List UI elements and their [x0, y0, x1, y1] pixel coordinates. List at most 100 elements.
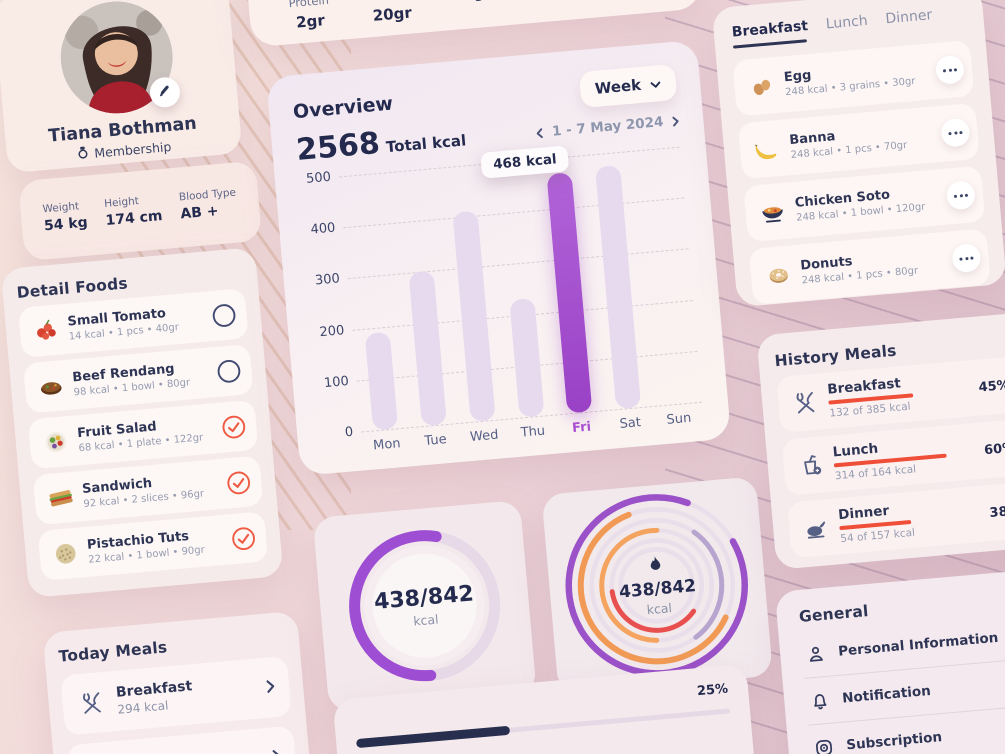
y-axis-label: 300: [314, 271, 341, 289]
stat-value: AB +: [179, 203, 220, 223]
nutrient-summary-card: Protein2grCabs20gr15gr0.3gr20gr: [241, 0, 703, 48]
nutrient-item: Cabs20gr: [370, 0, 412, 25]
food-row[interactable]: Sandwich 92 kcal • 2 slices • 96gr: [32, 455, 264, 526]
egg-icon: [744, 71, 780, 101]
history-row[interactable]: Lunch 314 of 164 kcal 60%: [781, 418, 1005, 496]
y-axis-label: 500: [305, 169, 332, 187]
next-week-button[interactable]: [672, 115, 680, 127]
x-label-tue: Tue: [423, 432, 448, 450]
meal-name: Lunch: [122, 749, 273, 754]
overview-card: Overview 2568 Total kcal Week 1 - 7 May 2…: [265, 39, 732, 476]
checkbox-unchecked[interactable]: [215, 357, 242, 384]
stat-label: Height: [103, 195, 140, 211]
meal-tabs: Breakfast Lunch Dinner: [731, 4, 966, 48]
gauge-value: 438/842: [618, 575, 697, 603]
food-row[interactable]: Pistachio Tuts 22 kcal • 1 bowl • 90gr: [37, 511, 269, 581]
overview-total-label: Total kcal: [385, 131, 467, 157]
more-options-button[interactable]: [945, 180, 977, 211]
y-axis-label: 200: [318, 322, 345, 340]
stat-label: Weight: [42, 200, 80, 216]
tab-breakfast[interactable]: Breakfast: [731, 18, 809, 49]
history-meals-list: Breakfast 132 of 385 kcal 45% Lunch 314 of 1…: [776, 355, 1005, 559]
bar-wed[interactable]: [452, 210, 496, 422]
donut-icon: [760, 260, 796, 290]
bar-tue[interactable]: [408, 271, 447, 427]
meal-item-row[interactable]: Egg 248 kcal • 3 grains • 30gr: [732, 40, 975, 117]
more-options-button[interactable]: [934, 54, 966, 86]
burn-rings: [565, 494, 748, 677]
tomato-icon: [29, 315, 63, 346]
avatar: [55, 0, 181, 119]
meal-item-row[interactable]: Donuts 248 kcal • 1 pcs • 80gr: [748, 228, 991, 305]
edit-profile-button[interactable]: [148, 76, 181, 109]
meal-item-text: Chicken Soto 248 kcal • 1 bowl • 120gr: [794, 183, 948, 224]
bar-fri[interactable]: [546, 172, 593, 414]
checkbox-unchecked[interactable]: [210, 301, 237, 328]
food-row[interactable]: Fruit Salad 68 kcal • 1 plate • 122gr: [27, 399, 259, 470]
avatar-photo: [55, 0, 177, 119]
nutrient-value: 2gr: [295, 11, 326, 32]
weekly-calories-chart: 0 100 200 300 400 500 468 kcal Mon Tue Wed Thu Fri…: [299, 145, 707, 469]
checkbox-checked[interactable]: [230, 525, 257, 552]
meal-text: Breakfast 294 kcal: [115, 672, 267, 717]
general-item-label: Notification: [841, 682, 932, 707]
bar-mon[interactable]: [364, 331, 398, 431]
tab-lunch[interactable]: Lunch: [825, 13, 869, 41]
x-label-mon: Mon: [372, 436, 402, 454]
food-row[interactable]: Small Tomato 14 kcal • 1 pcs • 40gr: [18, 288, 249, 358]
food-text: Fruit Salad 68 kcal • 1 plate • 122gr: [77, 414, 223, 454]
prev-week-button[interactable]: [536, 127, 544, 139]
checkbox-checked[interactable]: [225, 469, 252, 496]
x-label-sun: Sun: [665, 410, 692, 428]
burn-rings-card: 438/842 kcal: [541, 476, 774, 695]
person-icon: [801, 642, 829, 665]
detail-foods-card: Detail Foods Small Tomato 14 kcal • 1 pcs…: [0, 247, 284, 599]
nutrient-item: 15gr: [452, 0, 494, 18]
period-selector[interactable]: Week: [578, 63, 678, 109]
general-list: Personal Information Notification Subscrip…: [800, 611, 1005, 754]
tab-dinner[interactable]: Dinner: [885, 7, 934, 35]
overview-title: Overview: [292, 92, 394, 124]
history-percent: 38%: [988, 502, 1005, 521]
history-row[interactable]: Breakfast 132 of 385 kcal 45%: [776, 355, 1005, 433]
food-text: Beef Rendang 98 kcal • 1 bowl • 80gr: [72, 358, 218, 399]
today-meal-row[interactable]: Lunch: [66, 725, 298, 754]
general-item-label: Subscription: [845, 729, 943, 754]
stat-label: Blood Type: [178, 186, 237, 204]
x-label-wed: Wed: [469, 427, 500, 446]
gauge-value: 438/842: [373, 580, 475, 615]
general-item-label: Personal Information: [837, 629, 999, 660]
today-meal-row[interactable]: Breakfast 294 kcal: [60, 655, 292, 736]
period-label: Week: [594, 75, 642, 98]
meal-item-row[interactable]: Chicken Soto 248 kcal • 1 bowl • 120gr: [743, 165, 986, 243]
bars-container: [339, 147, 702, 432]
beef-icon: [34, 371, 68, 402]
more-options-button[interactable]: [940, 117, 971, 148]
food-row[interactable]: Beef Rendang 98 kcal • 1 bowl • 80gr: [23, 343, 254, 414]
pistachio-icon: [49, 538, 83, 569]
nutrient-item: 20gr: [620, 0, 662, 3]
more-options-button[interactable]: [951, 242, 982, 274]
general-item-subscription[interactable]: Subscription: [808, 703, 1005, 754]
nutrient-row: Protein2grCabs20gr15gr0.3gr20gr: [288, 0, 662, 32]
meal-item-text: Donuts 248 kcal • 1 pcs • 80gr: [800, 245, 954, 286]
banana-icon: [749, 134, 785, 165]
chevron-right-icon: [265, 678, 276, 698]
history-percent: 45%: [977, 377, 1005, 396]
meal-item-text: Banna 248 kcal • 1 pcs • 70gr: [789, 120, 943, 161]
nutrient-item: 0.3gr: [533, 0, 581, 11]
gauge-unit: kcal: [412, 611, 440, 629]
stat-weight: Weight 54 kg: [42, 200, 90, 260]
overview-total: 2568 Total kcal: [294, 125, 467, 169]
general-item-notification[interactable]: Notification: [804, 656, 1005, 725]
profile-card: Tiana Bothman Membership: [0, 0, 243, 174]
history-main: Dinner 54 of 157 kcal: [838, 495, 986, 545]
stat-blood-type: Blood Type AB +: [179, 187, 241, 248]
history-row[interactable]: Dinner 54 of 157 kcal 38%: [787, 481, 1005, 559]
checkbox-checked[interactable]: [220, 413, 247, 440]
bar-thu[interactable]: [508, 298, 545, 418]
meal-item-row[interactable]: Banna 248 kcal • 1 pcs • 70gr: [737, 102, 980, 180]
general-item-personal-information[interactable]: Personal Information: [800, 611, 1005, 678]
history-main: Breakfast 132 of 385 kcal: [827, 369, 975, 419]
